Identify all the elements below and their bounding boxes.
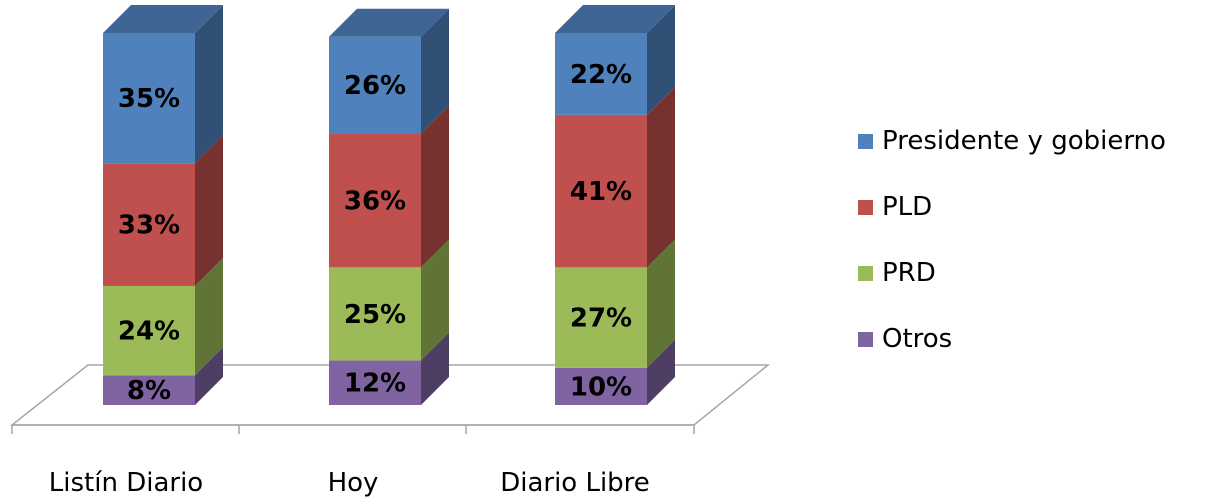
legend-swatch-presidente <box>858 133 873 149</box>
legend-item-prd: PRD <box>858 258 1166 288</box>
category-label-listin-diario: Listín Diario <box>49 468 203 497</box>
bar-listin-diario-pld <box>103 163 195 286</box>
bar-top-listin-diario <box>103 5 223 33</box>
legend-item-presidente: Presidente y gobierno <box>858 126 1166 156</box>
bar-diario-libre-otros <box>555 367 647 405</box>
data-label-listin-diario-presidente-y-gobierno: 35% <box>118 84 180 114</box>
data-label-hoy-pld: 36% <box>344 186 406 216</box>
data-label-hoy-presidente-y-gobierno: 26% <box>344 71 406 101</box>
bar-side-hoy-presidente-y-gobierno <box>421 8 449 134</box>
data-label-listin-diario-prd: 24% <box>118 317 180 347</box>
data-label-diario-libre-pld: 41% <box>570 177 632 207</box>
legend-label-presidente: Presidente y gobierno <box>882 126 1166 156</box>
legend-item-pld: PLD <box>858 192 1166 222</box>
bar-top-diario-libre <box>555 5 675 33</box>
legend-label-prd: PRD <box>882 258 936 288</box>
legend-label-pld: PLD <box>882 192 933 222</box>
bar-side-listin-diario-prd <box>195 257 223 376</box>
bar-side-diario-libre-presidente-y-gobierno <box>647 5 675 115</box>
data-label-hoy-prd: 25% <box>344 300 406 330</box>
bar-side-listin-diario-presidente-y-gobierno <box>195 5 223 164</box>
bar-side-diario-libre-pld <box>647 86 675 268</box>
bar-side-listin-diario-pld <box>195 135 223 286</box>
bar-side-listin-diario-otros <box>195 347 223 405</box>
data-label-diario-libre-otros: 10% <box>570 372 632 402</box>
bar-hoy-otros <box>329 360 421 405</box>
category-axis: Listín Diario Hoy Diario Libre <box>11 424 695 497</box>
legend-swatch-pld <box>858 199 873 215</box>
bar-side-hoy-prd <box>421 239 449 361</box>
bar-hoy-prd <box>329 267 421 361</box>
bar-hoy-presidente-y-gobierno <box>329 36 421 134</box>
bar-hoy-pld <box>329 133 421 268</box>
legend-swatch-otros <box>858 331 873 347</box>
bar-diario-libre-pld <box>555 114 647 268</box>
data-label-hoy-otros: 12% <box>344 369 406 399</box>
bars-group: 8% 24% 33% 35% 12% 25% 36% 26% 10% 27% 41% 22% <box>103 5 675 406</box>
legend: Presidente y gobierno PLD PRD Otros <box>858 126 1166 392</box>
data-label-diario-libre-presidente-y-gobierno: 22% <box>570 60 632 90</box>
legend-label-otros: Otros <box>882 324 953 354</box>
bar-diario-libre-prd <box>555 267 647 368</box>
bar-side-hoy-pld <box>421 105 449 268</box>
category-label-diario-libre: Diario Libre <box>500 468 650 497</box>
bar-side-diario-libre-otros <box>647 339 675 405</box>
data-label-diario-libre-prd: 27% <box>570 304 632 334</box>
legend-swatch-prd <box>858 265 873 281</box>
bar-listin-diario-otros <box>103 375 195 405</box>
category-label-hoy: Hoy <box>328 468 379 497</box>
bar-side-diario-libre-prd <box>647 239 675 368</box>
data-label-listin-diario-otros: 8% <box>127 376 171 406</box>
data-label-listin-diario-pld: 33% <box>118 211 180 241</box>
bar-top-hoy <box>329 8 449 37</box>
bar-side-hoy-otros <box>421 332 449 405</box>
bar-diario-libre-presidente-y-gobierno <box>555 33 647 115</box>
bar-listin-diario-presidente-y-gobierno <box>103 33 195 164</box>
bar-listin-diario-prd <box>103 285 195 376</box>
legend-item-otros: Otros <box>858 324 1166 354</box>
